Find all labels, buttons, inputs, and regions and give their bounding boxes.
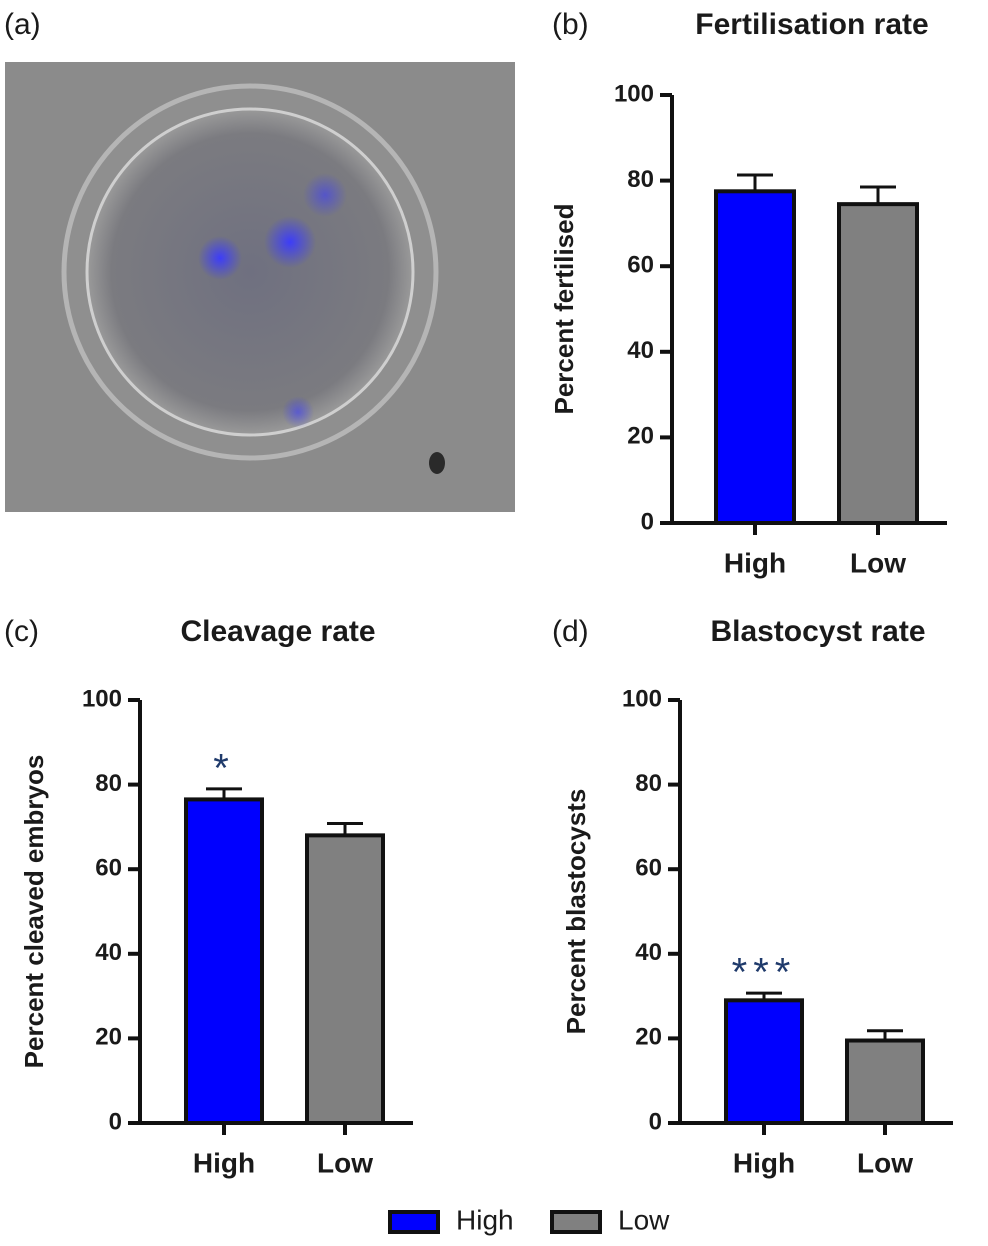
chart-title: Fertilisation rate: [695, 8, 928, 41]
y-tick-label: 0: [109, 1108, 122, 1135]
legend-swatch: [388, 1210, 440, 1234]
y-tick-label: 0: [649, 1108, 662, 1135]
micrograph: [5, 62, 515, 512]
y-tick-label: 80: [95, 770, 122, 797]
y-tick-label: 100: [614, 80, 654, 107]
significance-label: *: [213, 746, 235, 790]
y-tick-label: 100: [82, 685, 122, 712]
bar: [714, 189, 796, 526]
bar: [837, 202, 919, 525]
legend-swatch: [550, 1210, 602, 1234]
y-tick-label: 20: [95, 1024, 122, 1051]
y-tick-label: 20: [627, 423, 654, 450]
y-tick-label: 40: [627, 337, 654, 364]
panel-label: (b): [552, 8, 589, 41]
y-axis-label: Percent blastocysts: [561, 789, 591, 1035]
bar: [305, 833, 385, 1125]
chart-title: Cleavage rate: [180, 615, 375, 648]
x-tick-label: Low: [857, 1147, 913, 1178]
y-tick-label: 40: [95, 939, 122, 966]
legend-label: Low: [618, 1204, 670, 1235]
significance-label: ***: [732, 951, 797, 995]
y-tick-label: 60: [635, 855, 662, 882]
bar: [184, 797, 264, 1126]
legend-label: High: [456, 1204, 514, 1235]
y-tick-label: 100: [622, 685, 662, 712]
x-tick-label: High: [733, 1147, 795, 1178]
y-axis-label: Percent cleaved embryos: [19, 755, 49, 1069]
y-tick-label: 60: [627, 252, 654, 279]
y-tick-label: 40: [635, 939, 662, 966]
y-axis-label: Percent fertilised: [549, 204, 579, 415]
y-tick-label: 80: [627, 166, 654, 193]
bar: [724, 998, 804, 1126]
y-tick-label: 0: [641, 508, 654, 535]
chart-title: Blastocyst rate: [710, 615, 925, 648]
x-tick-label: Low: [850, 547, 906, 578]
panel-label: (d): [552, 615, 589, 648]
panel-label: (a): [4, 8, 41, 41]
y-tick-label: 60: [95, 855, 122, 882]
y-tick-label: 20: [635, 1024, 662, 1051]
x-tick-label: Low: [317, 1147, 373, 1178]
y-tick-label: 80: [635, 770, 662, 797]
x-tick-label: High: [193, 1147, 255, 1178]
x-tick-label: High: [724, 547, 786, 578]
bar: [845, 1038, 925, 1126]
panel-label: (c): [4, 615, 39, 648]
